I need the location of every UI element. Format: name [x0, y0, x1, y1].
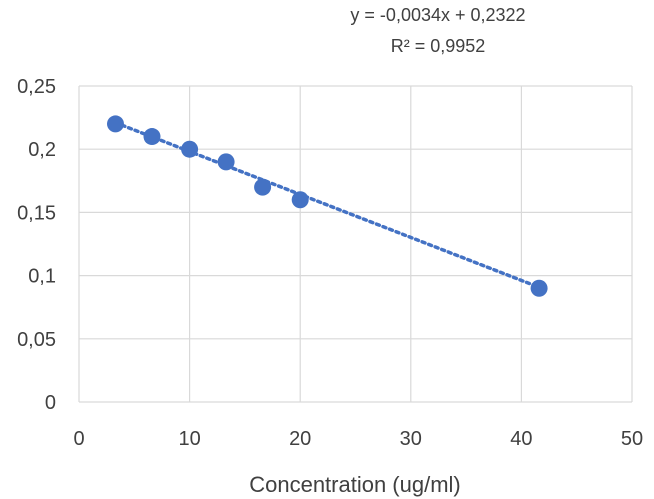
data-point [106, 115, 124, 133]
x-tick-label: 10 [178, 428, 200, 450]
x-tick-label: 30 [400, 428, 422, 450]
y-tick-label: 0,1 [28, 266, 56, 288]
trendline-group [113, 120, 541, 290]
x-tick-label: 20 [289, 428, 311, 450]
x-axis-tick-labels: 0 10 20 30 40 50 [73, 428, 643, 450]
y-tick-label: 0,15 [17, 202, 56, 224]
y-tick-label: 0,2 [28, 139, 56, 161]
data-point [181, 140, 199, 158]
y-tick-label: 0 [45, 392, 56, 414]
data-points [106, 115, 548, 297]
y-tick-label: 0,25 [17, 76, 56, 98]
data-point [217, 153, 235, 171]
data-point [530, 279, 548, 297]
data-point [143, 128, 161, 146]
r-squared-label: R² = 0,9952 [391, 36, 486, 56]
data-point [291, 191, 309, 209]
x-tick-label: 40 [510, 428, 532, 450]
x-tick-label: 0 [73, 428, 84, 450]
x-tick-label: 50 [621, 428, 643, 450]
y-tick-label: 0,05 [17, 329, 56, 351]
trendline [113, 120, 541, 290]
data-point [254, 178, 272, 196]
trendline-equation: y = -0,0034x + 0,2322 [350, 5, 525, 25]
x-axis-title: Concentration (ug/ml) [249, 472, 461, 497]
y-axis-tick-labels: 0 0,05 0,1 0,15 0,2 0,25 [17, 76, 56, 414]
gridlines [78, 85, 633, 403]
